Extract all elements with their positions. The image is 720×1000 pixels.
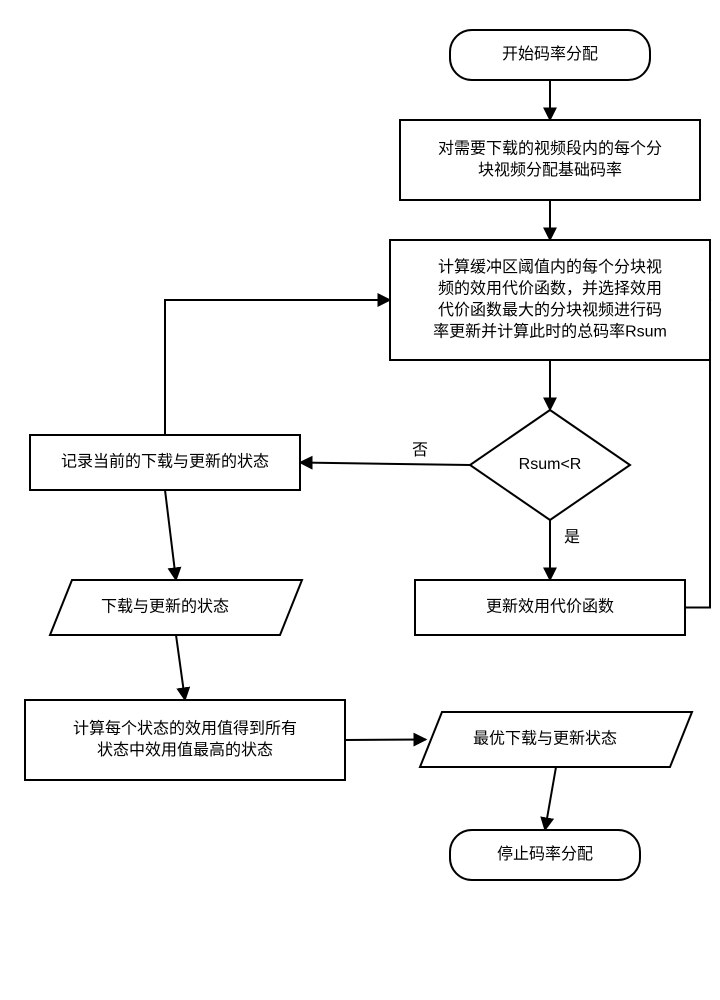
- e-record-calc: [165, 300, 390, 435]
- node-dl_state-text-line-0: 下载与更新的状态: [101, 598, 229, 616]
- node-decision-text-line-0: Rsum<R: [519, 456, 582, 473]
- node-calc_cost-text-line-2: 代价函数最大的分块视频进行码: [438, 301, 662, 319]
- flowchart: 是 否 开始码率分配对需要下载的视频段内的每个分块视频分配基础码率计算缓冲区阈值内…: [0, 0, 720, 1000]
- node-start: 开始码率分配: [450, 30, 650, 80]
- node-decision: Rsum<R: [470, 410, 630, 520]
- label-no: 否: [412, 442, 428, 459]
- node-best_state-text-line-0: 最优下载与更新状态: [473, 730, 617, 748]
- node-record_state: 记录当前的下载与更新的状态: [30, 435, 300, 490]
- node-assign_base: 对需要下载的视频段内的每个分块视频分配基础码率: [400, 120, 700, 200]
- e-dec-record: [300, 463, 470, 466]
- node-best_state: 最优下载与更新状态: [420, 712, 692, 767]
- e-best-stop: [545, 767, 556, 830]
- node-update_cost-text-line-0: 更新效用代价函数: [486, 598, 614, 616]
- node-calc_utility-text-line-0: 计算每个状态的效用值得到所有: [73, 718, 297, 737]
- node-start-text-line-0: 开始码率分配: [502, 45, 598, 63]
- node-record_state-text-line-0: 记录当前的下载与更新的状态: [61, 453, 269, 471]
- node-calc_cost-text-line-1: 频的效用代价函数，并选择效用: [438, 279, 662, 297]
- e-dl-util: [176, 635, 185, 700]
- node-calc_cost: 计算缓冲区阈值内的每个分块视频的效用代价函数，并选择效用代价函数最大的分块视频进…: [390, 240, 710, 360]
- label-yes: 是: [564, 529, 580, 546]
- node-assign_base-text-line-1: 块视频分配基础码率: [478, 161, 622, 179]
- node-stop-text-line-0: 停止码率分配: [497, 845, 593, 863]
- node-calc_utility: 计算每个状态的效用值得到所有状态中效用值最高的状态: [25, 700, 345, 780]
- node-calc_cost-text-line-3: 率更新并计算此时的总码率Rsum: [433, 322, 667, 341]
- node-calc_utility-text-line-1: 状态中效用值最高的状态: [97, 741, 273, 759]
- node-assign_base-text-line-0: 对需要下载的视频段内的每个分: [438, 139, 662, 157]
- node-dl_state: 下载与更新的状态: [50, 580, 302, 635]
- node-stop: 停止码率分配: [450, 830, 640, 880]
- e-util-best: [345, 740, 426, 741]
- node-update_cost: 更新效用代价函数: [415, 580, 685, 635]
- node-calc_cost-text-line-0: 计算缓冲区阈值内的每个分块视: [438, 257, 662, 276]
- e-record-dl: [165, 490, 176, 580]
